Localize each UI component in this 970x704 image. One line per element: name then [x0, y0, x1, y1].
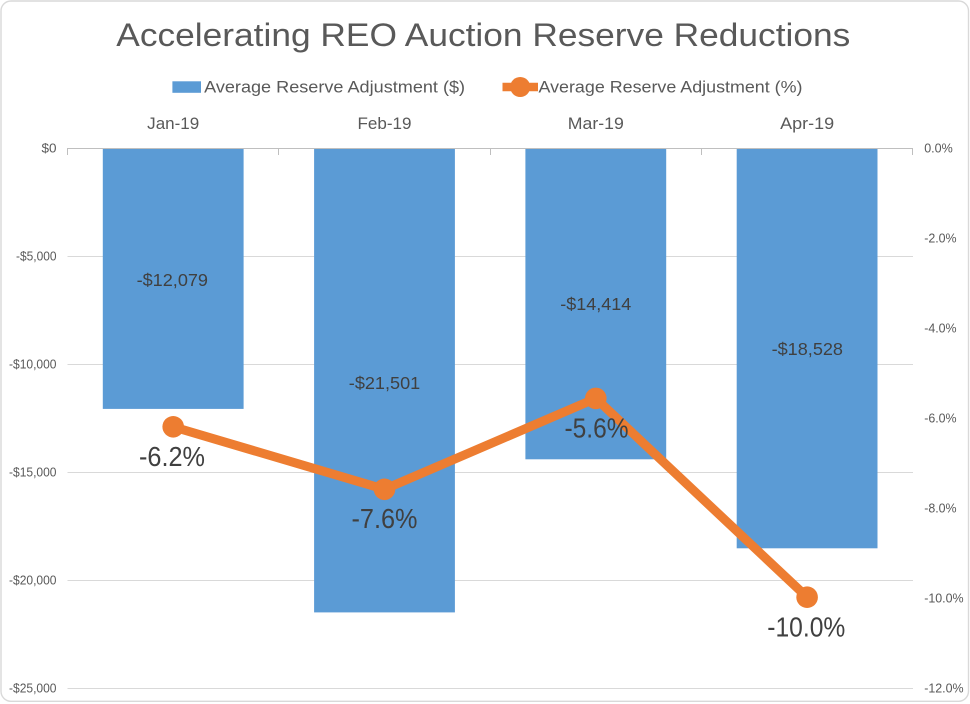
- svg-text:-$18,528: -$18,528: [772, 339, 843, 359]
- svg-text:-4.0%: -4.0%: [924, 320, 957, 335]
- svg-text:-8.0%: -8.0%: [924, 500, 957, 515]
- svg-text:-6.0%: -6.0%: [924, 410, 957, 425]
- svg-text:Accelerating REO Auction Reser: Accelerating REO Auction Reserve Reducti…: [116, 17, 850, 53]
- svg-text:Average Reserve Adjustment (%): Average Reserve Adjustment (%): [539, 78, 803, 96]
- svg-text:-2.0%: -2.0%: [924, 230, 957, 245]
- svg-text:-$15,000: -$15,000: [9, 464, 57, 479]
- svg-text:0.0%: 0.0%: [924, 140, 953, 155]
- svg-text:-10.0%: -10.0%: [767, 611, 845, 642]
- svg-text:-7.6%: -7.6%: [352, 503, 418, 534]
- svg-text:-$21,501: -$21,501: [349, 373, 420, 393]
- svg-text:Jan-19: Jan-19: [147, 115, 199, 133]
- svg-text:-6.2%: -6.2%: [139, 441, 205, 472]
- svg-text:Feb-19: Feb-19: [358, 115, 412, 133]
- svg-text:Mar-19: Mar-19: [568, 115, 624, 133]
- svg-text:-$25,000: -$25,000: [9, 680, 57, 695]
- svg-text:-12.0%: -12.0%: [924, 680, 964, 695]
- svg-text:-$5,000: -$5,000: [16, 248, 57, 263]
- svg-text:-$14,414: -$14,414: [560, 294, 631, 314]
- svg-text:$0: $0: [42, 140, 57, 155]
- svg-text:-5.6%: -5.6%: [565, 412, 629, 443]
- svg-text:-$20,000: -$20,000: [9, 572, 57, 587]
- svg-text:Average Reserve Adjustment ($): Average Reserve Adjustment ($): [204, 78, 465, 96]
- svg-text:-$10,000: -$10,000: [9, 356, 57, 371]
- svg-text:-10.0%: -10.0%: [924, 590, 964, 605]
- svg-text:-$12,079: -$12,079: [137, 270, 208, 290]
- svg-text:Apr-19: Apr-19: [780, 115, 834, 133]
